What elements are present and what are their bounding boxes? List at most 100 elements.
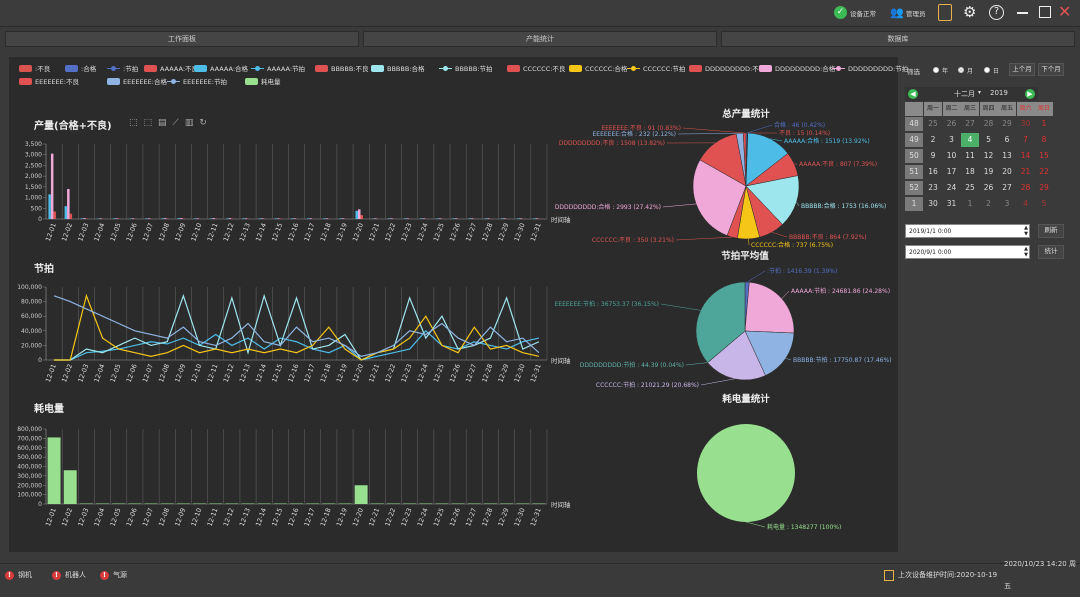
end-date-input[interactable]: 2020/9/1 0:00▲▼ (905, 245, 1030, 259)
calendar-day[interactable]: 24 (943, 181, 961, 195)
help-icon[interactable]: ? (989, 5, 1004, 20)
calendar-day[interactable]: 2 (980, 197, 998, 211)
calendar-day[interactable]: 4 (961, 133, 979, 147)
calendar-day[interactable]: 17 (943, 165, 961, 179)
calendar-day[interactable]: 28 (1017, 181, 1035, 195)
calendar-day[interactable]: 5 (980, 133, 998, 147)
calendar-day[interactable]: 27 (961, 117, 979, 131)
calendar-day[interactable]: 21 (1017, 165, 1035, 179)
calendar-day[interactable]: 27 (998, 181, 1016, 195)
x-tick-label: 12-27 (464, 222, 478, 242)
pie-label: DDDDDDDDD:合格 : 2993 (27.42%) (555, 203, 661, 211)
spinner-icon[interactable]: ▲▼ (1024, 225, 1028, 237)
calendar-day[interactable]: 25 (924, 117, 942, 131)
calendar-day[interactable]: 7 (1017, 133, 1035, 147)
radio-year-label: 年 (942, 66, 948, 75)
calendar-day[interactable]: 25 (961, 181, 979, 195)
calendar-day[interactable]: 3 (943, 133, 961, 147)
radio-year[interactable] (933, 67, 939, 73)
weekday-header: 周一 (924, 102, 942, 116)
tab-dashboard[interactable]: 工作面板 (5, 31, 359, 47)
calendar-day[interactable]: 28 (980, 117, 998, 131)
alarm-robot[interactable]: !机器人 (52, 564, 86, 586)
calendar-year[interactable]: 2019 (990, 89, 1008, 97)
y-tick-label: 800,000 (17, 426, 42, 433)
x-tick-label: 12-14 (254, 363, 268, 383)
refresh-button[interactable]: 刷新 (1038, 224, 1064, 238)
stats-button[interactable]: 统计 (1038, 245, 1064, 259)
calendar-day[interactable]: 15 (1035, 149, 1053, 163)
x-tick-label: 12-06 (125, 222, 139, 242)
device-status: ✓ 设备正常 (834, 6, 876, 19)
y-tick-label: 700,000 (17, 435, 42, 442)
calendar-month[interactable]: 十二月 (954, 89, 975, 99)
calendar-day[interactable]: 14 (1017, 149, 1035, 163)
calendar-day[interactable]: 10 (943, 149, 961, 163)
calendar-day[interactable]: 13 (998, 149, 1016, 163)
calendar-day[interactable]: 20 (998, 165, 1016, 179)
x-tick-label: 12-11 (206, 363, 220, 383)
calendar-day[interactable]: 22 (1035, 165, 1053, 179)
minimize-icon[interactable] (1017, 12, 1028, 14)
calendar-next-icon[interactable]: ▶ (1025, 89, 1035, 99)
x-tick-label: 12-02 (60, 222, 74, 242)
calendar-day[interactable]: 30 (924, 197, 942, 211)
calendar-day[interactable]: 2 (924, 133, 942, 147)
calendar-day[interactable]: 23 (924, 181, 942, 195)
x-tick-label: 12-29 (496, 363, 510, 383)
radio-month[interactable] (958, 67, 964, 73)
maintenance-text: 上次设备维护时间:2020-10-19 (898, 564, 997, 586)
calendar-day[interactable]: 9 (924, 149, 942, 163)
alarm-air[interactable]: !气源 (100, 564, 127, 586)
x-tick-label: 12-07 (141, 363, 155, 383)
calendar-day[interactable]: 30 (1017, 117, 1035, 131)
user-menu[interactable]: 👥 管理员 (890, 6, 926, 19)
bar (355, 211, 358, 219)
calendar-day[interactable]: 18 (961, 165, 979, 179)
bar (388, 218, 391, 219)
calendar-day[interactable]: 11 (961, 149, 979, 163)
calendar-prev-icon[interactable]: ◀ (908, 89, 918, 99)
next-month-button[interactable]: 下个月 (1038, 63, 1064, 76)
calendar-day[interactable]: 8 (1035, 133, 1053, 147)
x-tick-label: 12-22 (383, 507, 397, 527)
calendar-day[interactable]: 26 (943, 117, 961, 131)
x-tick-label: 12-24 (416, 507, 430, 527)
calendar-day[interactable]: 12 (980, 149, 998, 163)
calendar-day[interactable]: 1 (1035, 117, 1053, 131)
settings-icon[interactable]: ⚙ (963, 3, 976, 21)
start-date-input[interactable]: 2019/1/1 0:00▲▼ (905, 224, 1030, 238)
alarm-steel[interactable]: !钢机 (5, 564, 32, 586)
calendar-day[interactable]: 1 (961, 197, 979, 211)
calendar-day[interactable]: 16 (924, 165, 942, 179)
calendar-day[interactable]: 6 (998, 133, 1016, 147)
calendar-day[interactable]: 29 (998, 117, 1016, 131)
calendar-day[interactable]: 26 (980, 181, 998, 195)
x-tick-label: 12-14 (254, 222, 268, 242)
close-icon[interactable]: ✕ (1058, 2, 1071, 22)
pie-leader (676, 237, 732, 240)
prev-month-button[interactable]: 上个月 (1009, 63, 1035, 76)
radio-day[interactable] (984, 67, 990, 73)
bar (132, 218, 135, 219)
calendar-day[interactable]: 19 (980, 165, 998, 179)
bar (162, 218, 165, 219)
bar (229, 218, 232, 219)
tab-capacity[interactable]: 产能统计 (363, 31, 717, 47)
calendar-day[interactable]: 31 (943, 197, 961, 211)
calendar-day[interactable]: 3 (998, 197, 1016, 211)
pie-leader (661, 304, 701, 310)
pie-label: AAAAA:节拍 : 24681.86 (24.28%) (791, 287, 890, 295)
pie-chart-4: 节拍平均值:节拍 : 1416.39 (1.39%)AAAAA:节拍 : 246… (555, 250, 892, 389)
alert-icon: ! (100, 571, 109, 580)
tab-database[interactable]: 数据库 (721, 31, 1075, 47)
calendar-day[interactable]: 4 (1017, 197, 1035, 211)
report-icon[interactable] (938, 4, 952, 21)
pie-label: 不良 : 15 (0.14%) (779, 129, 830, 137)
calendar-day[interactable]: 5 (1035, 197, 1053, 211)
x-tick-label: 12-01 (44, 222, 58, 242)
calendar-day[interactable]: 29 (1035, 181, 1053, 195)
maximize-icon[interactable] (1039, 6, 1051, 18)
spinner-icon[interactable]: ▲▼ (1024, 246, 1028, 258)
x-tick-label: 12-03 (76, 363, 90, 383)
